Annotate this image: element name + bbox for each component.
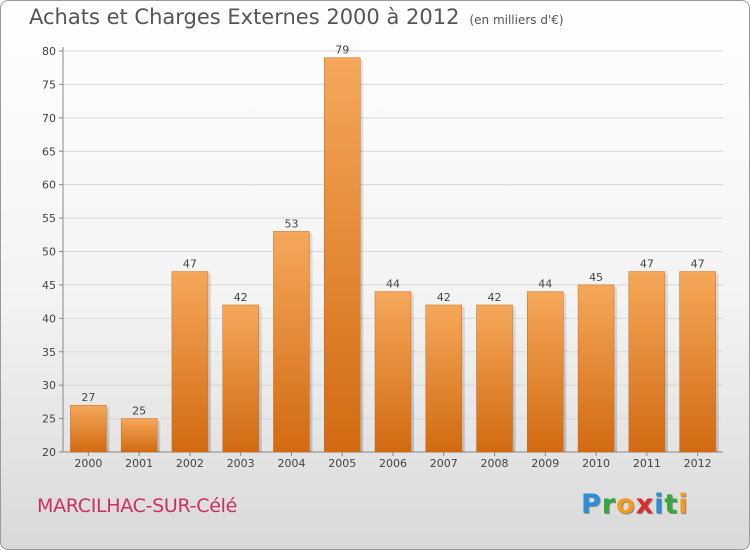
x-tick-label: 2008: [481, 457, 509, 470]
x-tick-label: 2003: [227, 457, 255, 470]
data-label: 42: [488, 291, 502, 304]
data-label: 47: [183, 258, 197, 271]
data-label: 27: [81, 391, 95, 404]
x-tick-label: 2007: [430, 457, 458, 470]
bar: [577, 284, 615, 453]
data-label: 42: [234, 291, 248, 304]
data-label: 44: [538, 278, 552, 291]
logo-letter: t: [664, 489, 679, 520]
y-tick-label: 35: [42, 346, 56, 359]
bar: [679, 271, 716, 453]
x-tick-label: 2000: [74, 457, 102, 470]
bar: [628, 271, 666, 453]
x-tick-label: 2012: [684, 457, 712, 470]
y-tick-label: 80: [42, 45, 56, 58]
bar: [70, 404, 107, 453]
x-tick-label: 2010: [582, 457, 610, 470]
chart-subtitle: (en milliers d'€): [469, 13, 564, 27]
bar: [222, 304, 259, 453]
logo-letter: o: [616, 489, 636, 520]
x-tick-label: 2005: [328, 457, 356, 470]
data-label: 47: [691, 258, 705, 271]
bars: [70, 57, 719, 453]
bar: [425, 304, 463, 453]
x-tick-label: 2011: [633, 457, 661, 470]
y-tick-label: 70: [42, 112, 56, 125]
y-tick-label: 55: [42, 212, 56, 225]
proxiti-logo: Proxiti: [581, 489, 689, 520]
logo-letter: i: [654, 489, 665, 520]
data-label: 79: [335, 44, 349, 57]
data-label: 42: [437, 291, 451, 304]
labels: 20 25 30 35 40 45 50 55 60 65 70 75 80 2000 27 2001 25 20…: [42, 44, 712, 470]
bar: [273, 231, 310, 453]
data-label: 47: [640, 258, 654, 271]
bar: [171, 271, 209, 453]
bar: [323, 57, 361, 453]
y-tick-label: 20: [42, 446, 56, 459]
y-tick-label: 60: [42, 179, 56, 192]
chart-title: Achats et Charges Externes 2000 à 2012: [29, 5, 460, 29]
bar: [120, 418, 158, 453]
y-tick-label: 45: [42, 279, 56, 292]
y-tick-label: 50: [42, 246, 56, 259]
logo-letter: i: [678, 489, 689, 520]
x-tick-label: 2009: [531, 457, 559, 470]
logo-letter: r: [601, 489, 617, 520]
y-tick-label: 40: [42, 312, 56, 325]
data-label: 25: [132, 405, 146, 418]
bar: [476, 304, 513, 453]
logo-letter: P: [581, 489, 602, 520]
x-tick-label: 2004: [277, 457, 305, 470]
x-tick-label: 2001: [125, 457, 153, 470]
x-tick-label: 2006: [379, 457, 407, 470]
bar: [527, 291, 564, 453]
y-tick-label: 65: [42, 145, 56, 158]
data-label: 45: [589, 271, 603, 284]
x-tick-label: 2002: [176, 457, 204, 470]
town-name: MARCILHAC-SUR-Célé: [37, 495, 237, 517]
chart-title-block: Achats et Charges Externes 2000 à 2012 (e…: [29, 5, 564, 29]
y-tick-label: 75: [42, 78, 56, 91]
y-tick-label: 25: [42, 413, 56, 426]
data-label: 53: [284, 217, 298, 230]
data-label: 44: [386, 278, 400, 291]
logo-letter: x: [635, 489, 655, 520]
y-tick-label: 30: [42, 379, 56, 392]
bar: [374, 291, 412, 453]
